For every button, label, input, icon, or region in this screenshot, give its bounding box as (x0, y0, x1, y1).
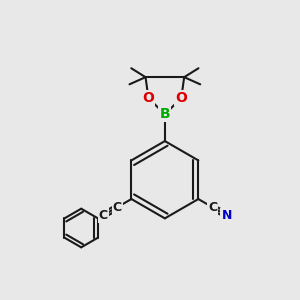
Text: O: O (142, 91, 154, 105)
Text: B: B (160, 107, 170, 121)
Text: C: C (98, 209, 108, 222)
Text: O: O (175, 91, 187, 105)
Text: C: C (113, 201, 122, 214)
Text: C: C (208, 201, 217, 214)
Text: N: N (221, 209, 232, 222)
